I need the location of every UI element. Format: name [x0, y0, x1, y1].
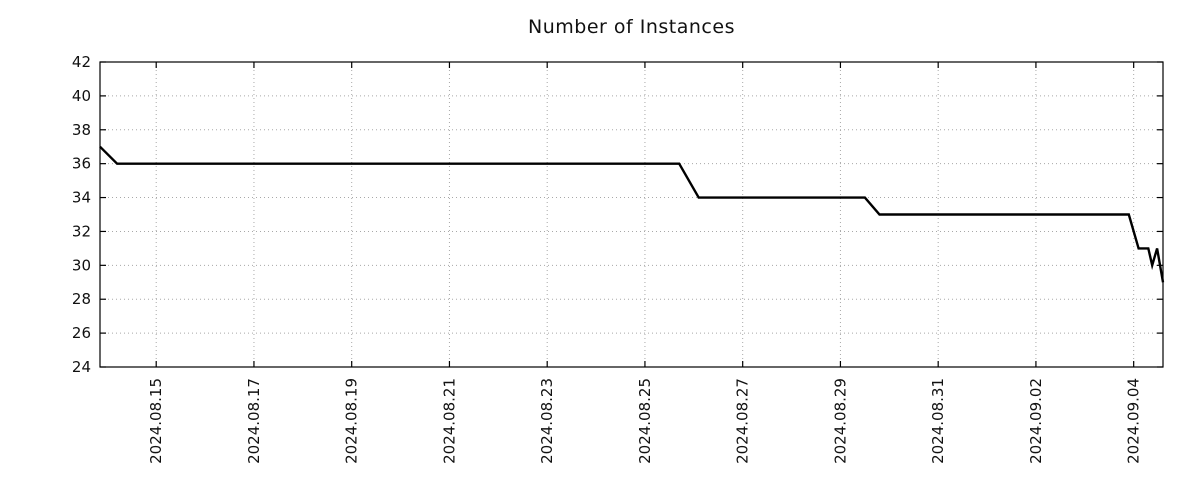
- x-tick-label: 2024.09.04: [1125, 378, 1143, 464]
- x-tick-label: 2024.08.31: [929, 378, 947, 464]
- x-tick-label: 2024.08.25: [636, 378, 654, 464]
- x-tick-label: 2024.08.23: [538, 378, 556, 464]
- x-tick-label: 2024.08.21: [440, 378, 458, 464]
- y-tick-label: 32: [72, 222, 91, 240]
- chart-title: Number of Instances: [528, 16, 735, 38]
- y-tick-label: 38: [72, 121, 91, 139]
- y-tick-label: 26: [72, 324, 91, 342]
- x-tick-label: 2024.08.29: [831, 378, 849, 464]
- x-tick-label: 2024.08.15: [147, 378, 165, 464]
- y-tick-label: 24: [72, 358, 91, 376]
- x-tick-label: 2024.08.27: [734, 378, 752, 464]
- y-tick-label: 34: [72, 189, 91, 207]
- y-tick-label: 36: [72, 155, 91, 173]
- y-tick-label: 40: [72, 87, 91, 105]
- x-tick-label: 2024.08.19: [343, 378, 361, 464]
- plot-border: [99, 61, 1164, 368]
- x-tick-label: 2024.09.02: [1027, 378, 1045, 464]
- x-tick-label: 2024.08.17: [245, 378, 263, 464]
- y-tick-label: 42: [72, 53, 91, 71]
- y-tick-label: 30: [72, 256, 91, 274]
- y-tick-label: 28: [72, 290, 91, 308]
- data-line-instances: [99, 145, 1165, 283]
